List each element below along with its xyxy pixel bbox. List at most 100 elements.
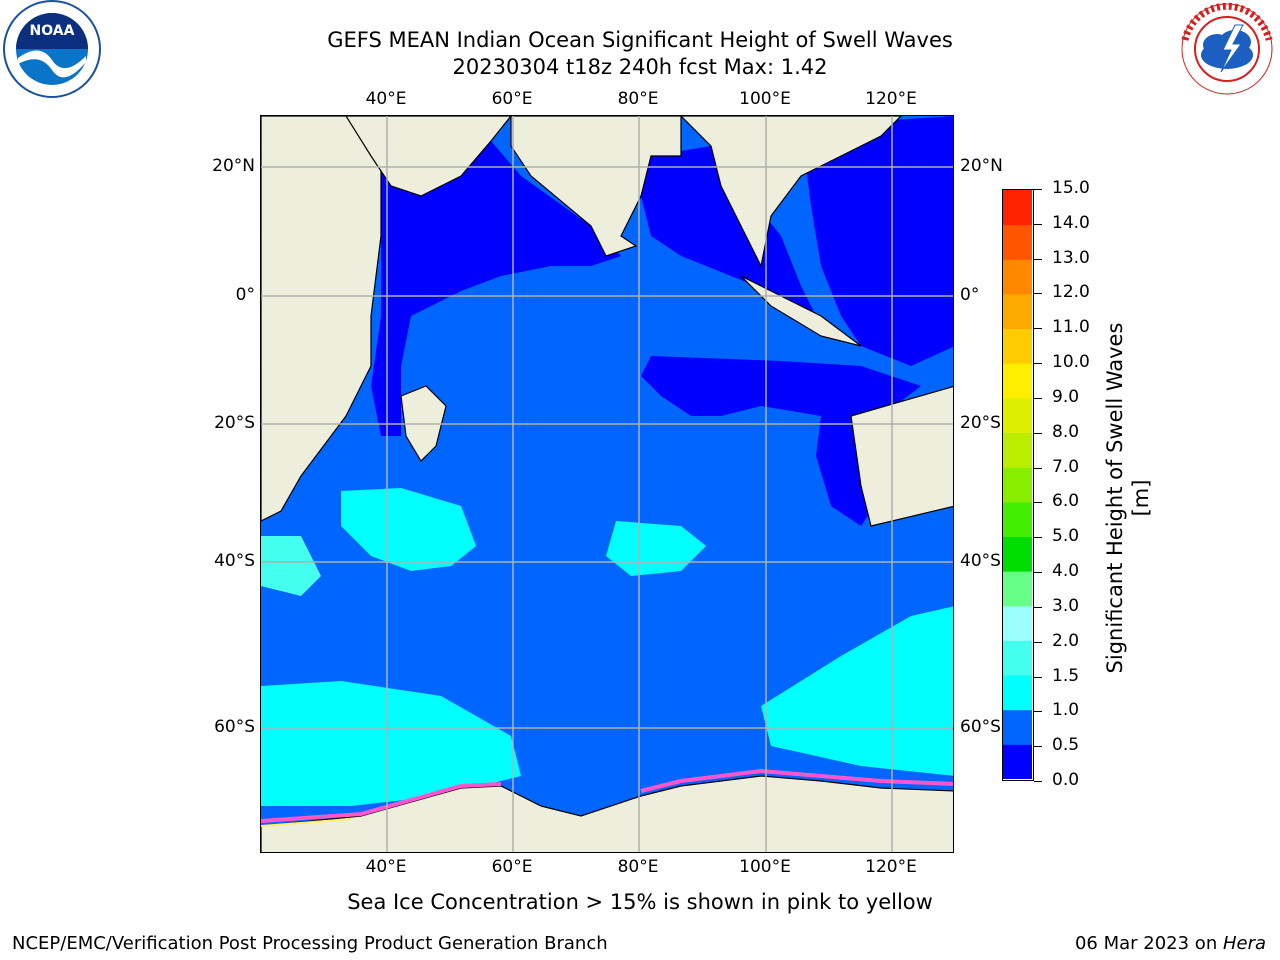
sea-ice-pink-2 — [640, 768, 953, 793]
ocean-high-patch-5 — [261, 536, 321, 596]
lon-tick-top: 40°E — [365, 89, 407, 109]
lat-tick-right: 20°S — [960, 413, 1001, 433]
colorbar-label: 0.0 — [1052, 770, 1080, 790]
land-australia — [850, 385, 953, 527]
lon-tick-bottom: 100°E — [739, 857, 791, 877]
colorbar-tick — [1034, 502, 1042, 504]
ocean-low-arabian — [371, 141, 621, 436]
ocean-high-patch-4 — [761, 606, 953, 776]
colorbar-label: 15.0 — [1052, 178, 1090, 198]
colorbar-tick — [1034, 572, 1042, 574]
colorbar-tick — [1034, 746, 1042, 748]
colorbar — [1002, 189, 1034, 781]
colorbar-tick — [1034, 606, 1042, 608]
lon-tick-top: 60°E — [491, 89, 533, 109]
colorbar-label: 2.0 — [1052, 630, 1080, 651]
colorbar-swatch — [1003, 190, 1032, 226]
sea-ice-pink — [261, 782, 502, 823]
lon-tick-bottom: 40°E — [365, 857, 407, 877]
lat-tick-right: 0° — [960, 285, 980, 305]
colorbar-label: 10.0 — [1052, 352, 1090, 373]
colorbar-swatch — [1003, 536, 1032, 572]
lat-tick-right: 20°N — [960, 156, 1003, 176]
lat-tick-right: 60°S — [960, 717, 1001, 737]
colorbar-tick — [1034, 328, 1042, 330]
colorbar-swatches — [1003, 190, 1032, 779]
colorbar-tick — [1034, 537, 1042, 539]
ocean-low-indonesia — [801, 116, 953, 366]
lon-tick-bottom: 60°E — [491, 857, 533, 877]
colorbar-swatch — [1003, 640, 1032, 676]
colorbar-label: 7.0 — [1052, 456, 1080, 477]
colorbar-label: 11.0 — [1052, 317, 1090, 338]
colorbar-swatch — [1003, 675, 1032, 711]
map-canvas — [261, 116, 953, 852]
colorbar-swatch — [1003, 605, 1032, 641]
noaa-logo-text: NOAA — [30, 23, 75, 39]
colorbar-tick — [1034, 711, 1042, 713]
colorbar-tick — [1034, 432, 1042, 434]
land-se-asia — [680, 116, 902, 268]
lon-tick-top: 120°E — [865, 89, 917, 109]
footer-left: NCEP/EMC/Verification Post Processing Pr… — [12, 933, 608, 954]
lat-tick-left: 20°N — [212, 156, 255, 176]
ocean-high-patch-3 — [261, 681, 521, 806]
colorbar-swatch — [1003, 744, 1032, 779]
colorbar-tick — [1034, 189, 1042, 190]
colorbar-tick — [1034, 223, 1042, 225]
sea-ice-note: Sea Ice Concentration > 15% is shown in … — [347, 890, 933, 914]
footer-date: 06 Mar 2023 on — [1074, 933, 1223, 954]
colorbar-title: Significant Height of Swell Waves [m] — [1103, 322, 1153, 674]
lat-tick-left: 60°S — [214, 717, 255, 737]
lon-tick-top: 80°E — [617, 89, 659, 109]
map-gridlines — [261, 116, 953, 852]
lat-tick-left: 40°S — [214, 551, 255, 571]
colorbar-tick — [1034, 397, 1042, 399]
colorbar-swatch — [1003, 432, 1032, 468]
lat-tick-right: 40°S — [960, 551, 1001, 571]
lon-tick-bottom: 80°E — [617, 857, 659, 877]
colorbar-tick — [1034, 781, 1042, 782]
swell-height-map — [260, 115, 954, 853]
footer-host: Hera — [1222, 933, 1266, 954]
sea-ice-yellow — [261, 818, 352, 827]
noaa-logo: NOAA — [0, 0, 105, 100]
colorbar-label: 6.0 — [1052, 491, 1080, 512]
colorbar-swatch — [1003, 293, 1032, 330]
colorbar-tick — [1034, 676, 1042, 678]
colorbar-swatch — [1003, 397, 1032, 434]
colorbar-label: 8.0 — [1052, 421, 1080, 442]
colorbar-swatch — [1003, 363, 1032, 399]
ocean-high-patch-1 — [341, 488, 476, 571]
colorbar-swatch — [1003, 571, 1032, 607]
lat-tick-left: 20°S — [214, 413, 255, 433]
footer-right: 06 Mar 2023 on Hera — [1075, 933, 1266, 954]
colorbar-tick — [1034, 293, 1042, 295]
lat-tick-left: 0° — [235, 285, 255, 305]
colorbar-label: 12.0 — [1052, 282, 1090, 303]
colorbar-swatch — [1003, 501, 1032, 537]
colorbar-tick — [1034, 258, 1042, 260]
colorbar-label: 1.0 — [1052, 700, 1080, 721]
colorbar-label: 0.5 — [1052, 735, 1080, 756]
ocean-low-bengal — [641, 146, 821, 326]
colorbar-tick — [1034, 641, 1042, 643]
colorbar-swatch — [1003, 328, 1032, 364]
colorbar-label: 13.0 — [1052, 247, 1090, 268]
lon-tick-top: 100°E — [739, 89, 791, 109]
colorbar-tick — [1034, 467, 1042, 469]
colorbar-label: 14.0 — [1052, 212, 1090, 233]
colorbar-swatch — [1003, 709, 1032, 745]
colorbar-label: 1.5 — [1052, 665, 1080, 686]
map-subtitle: 20230304 t18z 240h fcst Max: 1.42 — [452, 55, 828, 79]
colorbar-swatch — [1003, 259, 1032, 295]
colorbar-label: 3.0 — [1052, 595, 1080, 616]
colorbar-label: 5.0 — [1052, 526, 1080, 547]
map-title: GEFS MEAN Indian Ocean Significant Heigh… — [327, 28, 953, 52]
colorbar-tick — [1034, 363, 1042, 365]
colorbar-swatch — [1003, 467, 1032, 503]
nws-logo — [1175, 0, 1280, 100]
colorbar-swatch — [1003, 224, 1032, 260]
lon-tick-bottom: 120°E — [865, 857, 917, 877]
colorbar-label: 9.0 — [1052, 386, 1080, 407]
